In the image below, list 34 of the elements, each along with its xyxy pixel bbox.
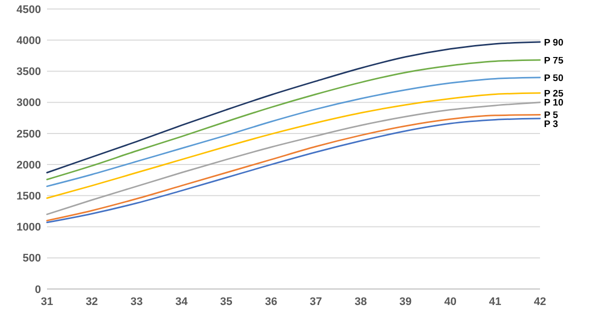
x-tick-label: 33 [130,296,143,308]
x-tick-label: 41 [489,296,502,308]
line-series [46,76,541,188]
x-tick-label: 36 [264,296,278,308]
x-tick-label: 31 [40,296,54,308]
y-tick-label: 0 [34,284,41,296]
series-label: P 3 [544,119,558,130]
x-tick-label: 32 [86,296,98,308]
line-series [46,102,541,216]
line-series [46,41,541,174]
x-tick-label: 34 [175,296,188,308]
y-tick-label: 2500 [16,128,41,140]
series-label: P 90 [544,37,564,48]
series-label: P 75 [544,55,564,66]
x-tick-label: 38 [354,296,367,308]
x-tick-label: 37 [310,296,322,308]
y-tick-label: 3500 [16,66,41,78]
series-label: P 25 [544,88,564,100]
x-tick-label: 40 [444,296,456,308]
y-tick-label: 1500 [16,190,41,203]
y-tick-label: 2000 [16,159,41,172]
x-tick-label: 42 [534,296,546,308]
y-tick-label: 500 [22,252,41,265]
x-tick-label: 35 [220,296,232,308]
series-label: P 50 [544,72,564,84]
x-tick-label: 39 [399,296,412,308]
series-label: P 10 [544,98,564,109]
y-tick-label: 4000 [16,34,41,47]
y-tick-label: 1000 [16,222,41,234]
y-tick-label: 4500 [16,4,41,16]
line-series [46,92,541,199]
y-tick-label: 3000 [16,97,41,110]
line-series [46,59,541,180]
series-label: P 5 [544,110,559,122]
